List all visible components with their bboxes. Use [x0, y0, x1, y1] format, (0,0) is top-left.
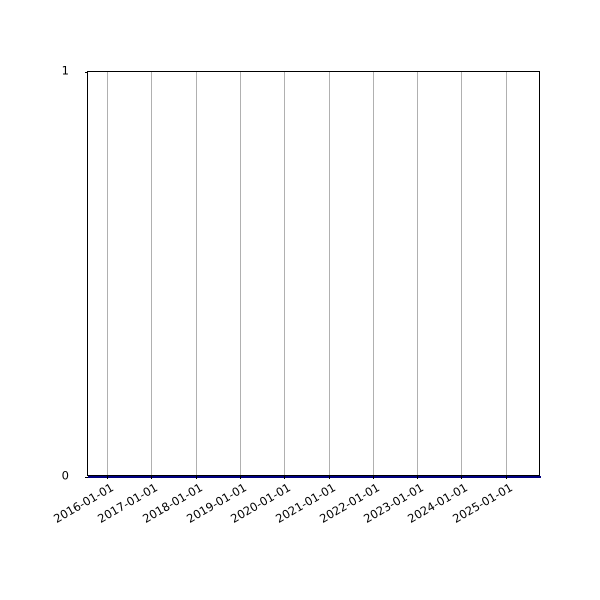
- gridline-vertical: [239, 72, 241, 475]
- y-axis-tick: [84, 477, 88, 478]
- x-axis-tick: [284, 475, 286, 479]
- x-axis-tick: [239, 475, 241, 479]
- x-axis-tick: [195, 475, 197, 479]
- gridlines: [88, 72, 539, 475]
- gridline-vertical: [151, 72, 153, 475]
- x-axis-tick: [328, 475, 330, 479]
- x-axis-tick: [505, 475, 507, 479]
- gridline-vertical: [328, 72, 330, 475]
- gridline-vertical: [461, 72, 463, 475]
- y-axis-tick-label: 0: [61, 468, 69, 483]
- y-axis-tick-label: 1: [61, 63, 69, 78]
- gridline-vertical: [417, 72, 419, 475]
- y-axis-tick: [84, 72, 88, 73]
- x-axis-tick: [417, 475, 419, 479]
- series-svg: [88, 476, 541, 478]
- data-series-layer: [88, 72, 541, 478]
- gridline-vertical: [107, 72, 108, 475]
- plot-area: [84, 71, 541, 479]
- x-axis-tick: [461, 475, 463, 479]
- x-axis-tick: [372, 475, 374, 479]
- x-axis-tick: [151, 475, 153, 479]
- x-axis-tick: [107, 475, 108, 479]
- gridline-vertical: [284, 72, 286, 475]
- gridline-vertical: [195, 72, 197, 475]
- gridline-vertical: [505, 72, 507, 475]
- gridline-vertical: [372, 72, 374, 475]
